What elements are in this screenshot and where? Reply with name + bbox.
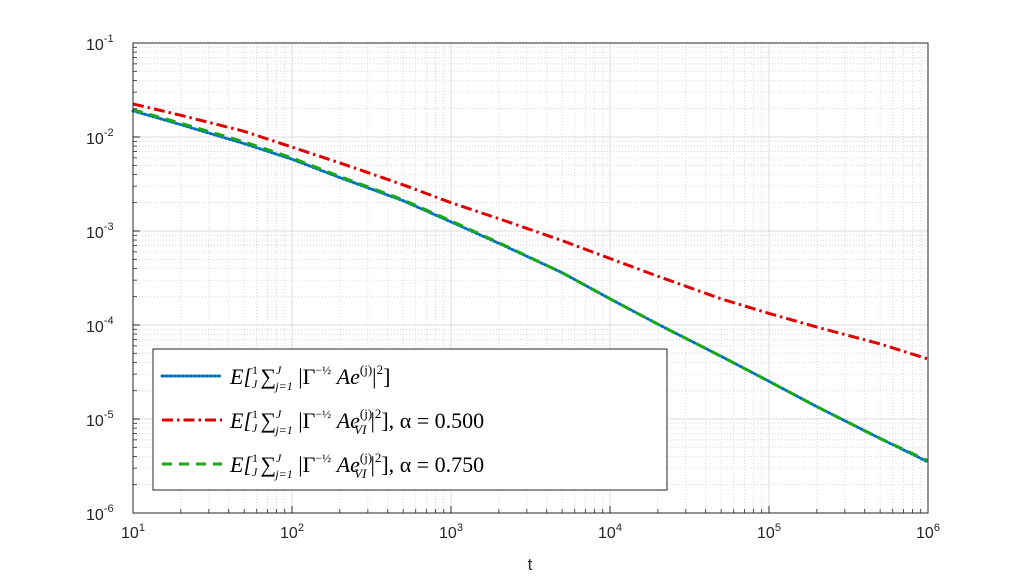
legend: E[1 J ∑J j=1 |Γ−½ Ae(j)|2] E[1 J ∑J j=1 |Γ−½ Ae… [152, 348, 668, 491]
legend-box [152, 348, 668, 491]
y-tick-label: 10-3 [86, 221, 114, 242]
x-tick-labels: 101 102 103 104 105 106 [121, 522, 940, 542]
legend-label: E[1 J ∑J j=1 |Γ−½ Ae(j)|2] [229, 362, 390, 393]
series-layer [131, 102, 930, 464]
legend-label: E[1 J ∑J j=1 |Γ−½ Ae(j) VI |2], α = 0.500 [229, 406, 484, 437]
legend-entries: E[1 J ∑J j=1 |Γ−½ Ae(j)|2] E[1 J ∑J j=1 |Γ−½ Ae… [160, 362, 484, 481]
x-tick-label: 106 [916, 522, 940, 542]
series-line-2 [132, 102, 929, 361]
legend-entry-2: E[1 J ∑J j=1 |Γ−½ Ae(j) VI |2], α = 0.500 [162, 406, 484, 437]
y-tick-labels: 10-6 10-5 10-4 10-3 10-2 10-1 [86, 33, 114, 524]
y-tick-label: 10-6 [86, 503, 114, 524]
x-tick-label: 103 [439, 522, 463, 542]
y-tick-label: 10-1 [86, 33, 114, 54]
y-tick-label: 10-2 [86, 127, 114, 148]
x-tick-label: 104 [598, 522, 622, 542]
y-tick-label: 10-4 [86, 315, 114, 336]
legend-entry-1: E[1 J ∑J j=1 |Γ−½ Ae(j)|2] [160, 362, 390, 393]
x-tick-label: 102 [280, 522, 304, 542]
tick-marks [132, 42, 929, 514]
legend-label: E[1 J ∑J j=1 |Γ−½ Ae(j) VI |2], α = 0.750 [229, 450, 484, 481]
series-line-3 [132, 108, 929, 463]
y-tick-label: 10-5 [86, 409, 114, 430]
x-tick-label: 105 [757, 522, 781, 542]
plot-frame [132, 42, 929, 514]
x-axis-title: t [528, 555, 533, 574]
x-tick-label: 101 [121, 522, 145, 542]
legend-entry-3: E[1 J ∑J j=1 |Γ−½ Ae(j) VI |2], α = 0.750 [162, 450, 484, 481]
